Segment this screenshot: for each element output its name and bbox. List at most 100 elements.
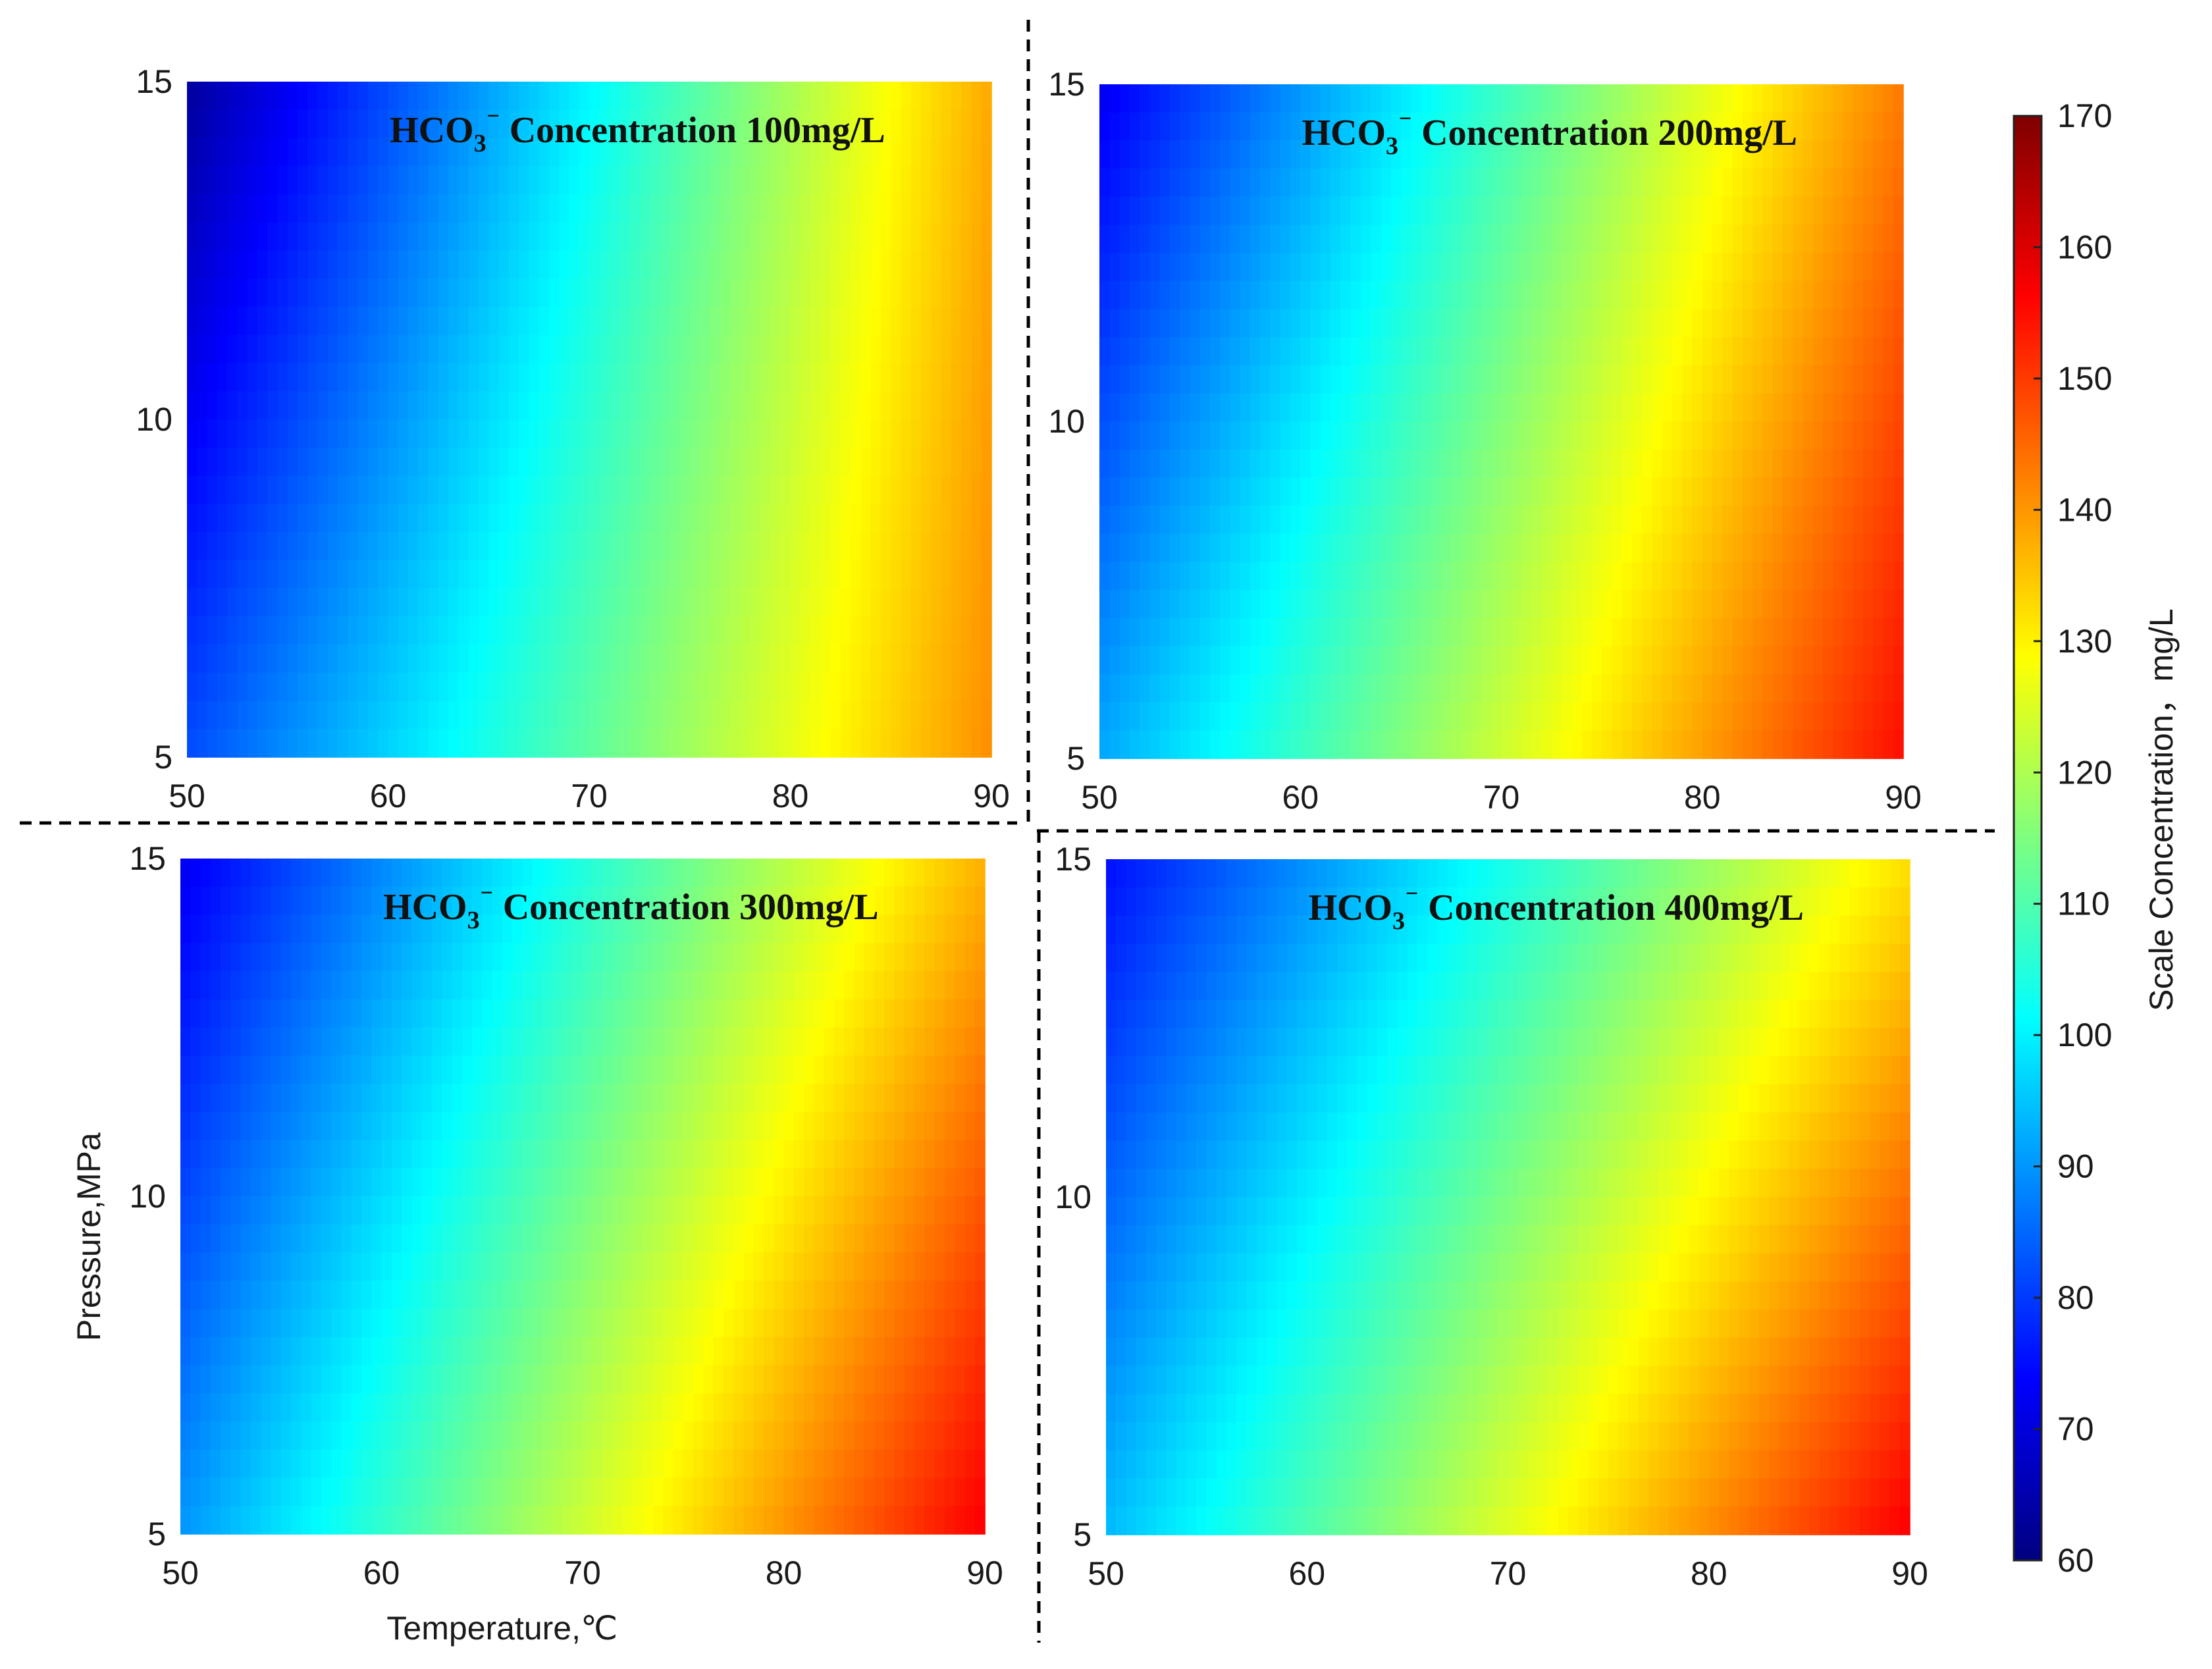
heat-cell bbox=[921, 729, 932, 758]
heat-cell bbox=[291, 1084, 302, 1113]
heat-cell bbox=[1511, 533, 1522, 563]
heat-cell bbox=[710, 588, 721, 618]
heat-cell bbox=[639, 250, 650, 280]
heat-cell bbox=[673, 943, 684, 972]
heat-cell bbox=[1682, 421, 1693, 450]
heat-cell bbox=[824, 1084, 835, 1113]
heat-cell bbox=[200, 1027, 211, 1057]
heat-cell bbox=[864, 1084, 875, 1113]
heat-cell bbox=[901, 447, 912, 477]
heat-cell bbox=[810, 701, 822, 730]
heat-cell bbox=[512, 1084, 523, 1113]
heat-cell bbox=[230, 1027, 242, 1057]
heat-cell bbox=[1803, 365, 1814, 394]
heat-cell bbox=[1803, 702, 1814, 731]
heat-cell bbox=[931, 475, 942, 505]
heat-cell bbox=[851, 278, 862, 307]
heat-cell bbox=[357, 222, 369, 252]
heat-cell bbox=[851, 138, 862, 167]
heat-cell bbox=[1782, 533, 1793, 563]
heat-cell bbox=[1873, 646, 1884, 675]
heat-cell bbox=[271, 943, 282, 972]
heat-cell bbox=[659, 278, 670, 307]
heat-cell bbox=[1481, 140, 1492, 169]
heat-cell bbox=[559, 222, 570, 252]
heat-cell bbox=[1310, 590, 1321, 619]
heat-cell bbox=[740, 363, 751, 392]
heat-cell bbox=[833, 1140, 845, 1169]
heat-cell bbox=[1642, 309, 1653, 338]
heat-cell bbox=[1471, 140, 1482, 169]
heat-cell bbox=[1350, 533, 1361, 563]
heat-cell bbox=[1782, 280, 1793, 310]
heat-cell bbox=[267, 250, 278, 280]
heat-cell bbox=[1240, 477, 1251, 506]
heat-cell bbox=[1501, 674, 1512, 703]
heat-cell bbox=[217, 729, 228, 758]
heat-cell bbox=[1491, 730, 1502, 759]
heat-cell bbox=[548, 278, 560, 307]
heat-cell bbox=[478, 447, 490, 477]
heat-cell bbox=[240, 1027, 251, 1057]
heat-cell bbox=[301, 943, 312, 972]
heat-cell bbox=[1350, 140, 1361, 169]
heat-cell bbox=[643, 1084, 654, 1113]
heat-cell bbox=[1240, 280, 1251, 310]
heat-cell bbox=[1883, 421, 1894, 450]
heat-cell bbox=[961, 447, 972, 477]
heat-cell bbox=[951, 419, 962, 448]
heat-cell bbox=[951, 475, 962, 505]
heat-cell bbox=[492, 1196, 503, 1225]
heat-cell bbox=[190, 1027, 201, 1057]
heat-cell bbox=[548, 307, 560, 336]
heat-cell bbox=[693, 1196, 704, 1225]
heat-cell bbox=[552, 1027, 564, 1057]
heat-cell bbox=[488, 82, 500, 111]
heat-cell bbox=[408, 616, 419, 645]
heat-cell bbox=[1411, 84, 1422, 113]
heat-cell bbox=[421, 1224, 433, 1254]
heat-cell bbox=[639, 222, 650, 252]
heat-cell bbox=[884, 1224, 895, 1254]
heat-cell bbox=[820, 307, 831, 336]
heat-cell bbox=[679, 560, 691, 589]
heat-cell bbox=[512, 1196, 523, 1225]
heat-cell bbox=[1290, 477, 1302, 506]
heat-cell bbox=[1220, 84, 1231, 113]
heat-cell bbox=[1853, 674, 1864, 703]
heat-cell bbox=[1371, 477, 1382, 506]
heat-cell bbox=[1722, 196, 1733, 226]
heat-cell bbox=[733, 859, 745, 887]
heat-cell bbox=[733, 914, 745, 944]
heat-cell bbox=[539, 701, 550, 730]
heat-cell bbox=[1159, 477, 1171, 506]
heat-cell bbox=[1893, 449, 1904, 479]
heat-cell bbox=[820, 222, 831, 252]
heat-cell bbox=[951, 645, 962, 674]
heat-cell bbox=[1812, 309, 1824, 338]
heat-cell bbox=[891, 616, 902, 645]
heat-cell bbox=[800, 194, 811, 223]
heat-cell bbox=[1682, 477, 1693, 506]
heat-cell bbox=[1180, 674, 1191, 703]
heat-cell bbox=[944, 1168, 955, 1197]
heat-cell bbox=[880, 166, 892, 195]
heat-cell bbox=[1812, 84, 1824, 113]
heat-cell bbox=[810, 363, 822, 392]
heat-cell bbox=[1300, 225, 1311, 253]
heat-cell bbox=[190, 1196, 201, 1225]
heat-cell bbox=[1180, 449, 1191, 479]
heat-cell bbox=[579, 363, 590, 392]
heat-cell bbox=[348, 250, 359, 280]
heat-cell bbox=[1199, 365, 1211, 394]
heat-cell bbox=[1862, 140, 1874, 169]
heat-cell bbox=[1220, 702, 1231, 731]
heat-cell bbox=[1149, 562, 1161, 591]
heat-cell bbox=[257, 166, 268, 195]
heat-cell bbox=[1421, 309, 1432, 338]
heat-cell bbox=[1883, 702, 1894, 731]
heat-cell bbox=[197, 222, 208, 252]
heat-cell bbox=[1169, 562, 1180, 591]
heat-cell bbox=[1300, 337, 1311, 366]
